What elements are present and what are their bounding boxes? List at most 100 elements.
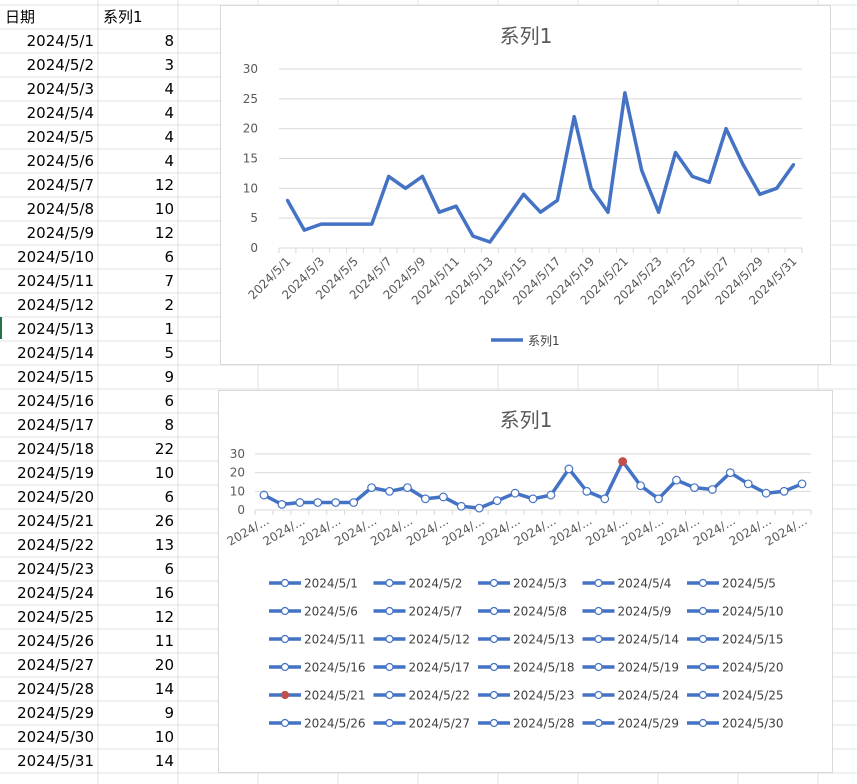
line-chart-2[interactable]: 系列1 0 10 20 30 2024/... 2024/... 2024/... 2024/.…: [218, 390, 833, 773]
legend-label: 2024/5/6: [304, 605, 358, 619]
data-point: [370, 222, 374, 226]
data-point: [657, 210, 661, 214]
legend-label: 2024/5/26: [304, 717, 366, 731]
data-point: [367, 483, 376, 492]
legend-label: 2024/5/15: [722, 633, 784, 647]
data-point: [474, 503, 484, 513]
data-point: [295, 498, 305, 507]
data-point: [600, 494, 610, 504]
data-point: [319, 222, 323, 226]
legend-marker: [385, 578, 394, 588]
cell-date: 2024/5/12: [17, 296, 94, 314]
legend-label: 2024/5/17: [409, 661, 471, 675]
y-tick-label: 0: [250, 241, 258, 255]
cell-date: 2024/5/5: [27, 128, 94, 146]
data-point: [707, 180, 711, 184]
line-chart-1-svg: 系列10510152025302024/5/12024/5/32024/5/52…: [243, 24, 803, 348]
cell-value: 6: [164, 488, 174, 506]
legend-label: 2024/5/7: [409, 605, 463, 619]
legend-label: 2024/5/2: [409, 577, 463, 591]
y-tick-label: 25: [243, 92, 258, 106]
data-point: [673, 151, 677, 155]
data-point: [743, 479, 753, 489]
line-chart-1[interactable]: 系列1 0 5 10 15 20 25 30 2024/5/1 2024/5/3 2024/5/5 2…: [220, 5, 831, 365]
legend-marker: [385, 634, 394, 644]
data-point: [589, 186, 593, 190]
cell-value: 10: [155, 464, 174, 482]
legend-marker: [385, 718, 394, 728]
data-point: [636, 481, 646, 491]
cell-date: 2024/5/17: [17, 416, 94, 434]
y-tick-label: 20: [230, 466, 245, 480]
legend-marker: [594, 634, 603, 644]
legend-marker: [280, 606, 290, 616]
cell-value: 22: [155, 440, 174, 458]
legend-marker: [698, 690, 708, 700]
cell-date: 2024/5/26: [17, 632, 94, 650]
legend-label: 2024/5/13: [513, 633, 575, 647]
cell-date: 2024/5/6: [27, 152, 94, 170]
data-point: [528, 494, 538, 504]
y-tick-label: 20: [243, 122, 258, 136]
cell-date: 2024/5/24: [17, 584, 94, 602]
data-point: [420, 174, 424, 178]
y-tick-label: 0: [237, 503, 245, 517]
data-point: [725, 468, 735, 478]
y-tick-label: 5: [250, 211, 258, 225]
legend-label: 2024/5/8: [513, 605, 567, 619]
data-point: [336, 222, 340, 226]
data-point: [797, 479, 807, 489]
data-point: [582, 486, 592, 496]
cell-date: 2024/5/18: [17, 440, 94, 458]
data-point: [690, 174, 694, 178]
data-point: [640, 168, 644, 172]
data-point: [456, 501, 466, 511]
legend-marker: [489, 578, 499, 588]
cell-date: 2024/5/14: [17, 344, 94, 362]
legend-marker: [280, 578, 290, 588]
legend-marker: [489, 690, 499, 700]
cell-value: 4: [164, 104, 174, 122]
cell-value: 16: [155, 584, 174, 602]
data-point: [259, 490, 269, 500]
cell-value: 10: [155, 728, 174, 746]
line-chart-2-svg: 系列101020302024/...2024/...2024/...2024/.…: [225, 408, 812, 731]
legend-marker: [594, 662, 603, 672]
legend-marker: [280, 634, 290, 644]
legend-marker: [385, 690, 394, 700]
legend-label: 系列1: [528, 334, 560, 348]
cell-value: 7: [164, 272, 174, 290]
cell-date: 2024/5/27: [17, 656, 94, 674]
legend-label: 2024/5/28: [513, 717, 575, 731]
cell-date: 2024/5/13: [17, 320, 94, 338]
legend-marker: [698, 718, 708, 728]
highlighted-data-point: [618, 457, 628, 466]
data-point: [724, 127, 728, 131]
legend-marker: [489, 662, 499, 672]
data-point: [564, 464, 574, 474]
cell-date: 2024/5/3: [27, 80, 94, 98]
legend-marker: [280, 718, 290, 728]
cell-date: 2024/5/31: [17, 752, 94, 770]
data-point: [349, 498, 359, 507]
cell-value: 9: [164, 368, 174, 386]
cell-value: 10: [155, 200, 174, 218]
legend-label: 2024/5/18: [513, 661, 575, 675]
data-point: [404, 186, 408, 190]
legend-label: 2024/5/1: [304, 577, 358, 591]
data-point: [285, 198, 289, 202]
data-point: [437, 210, 441, 214]
legend-label: 2024/5/5: [722, 577, 776, 591]
y-tick-label: 30: [243, 62, 258, 76]
chart-title: 系列1: [500, 408, 553, 432]
legend-label: 2024/5/14: [618, 633, 680, 647]
cell-date: 2024/5/29: [17, 704, 94, 722]
cell-date: 2024/5/1: [27, 32, 94, 50]
cell-date: 2024/5/11: [17, 272, 94, 290]
legend-marker: [698, 606, 708, 616]
legend-label: 2024/5/12: [409, 633, 471, 647]
data-point: [522, 192, 526, 196]
data-point: [672, 475, 681, 485]
cell-value: 4: [164, 152, 174, 170]
legend-marker: [698, 662, 708, 672]
